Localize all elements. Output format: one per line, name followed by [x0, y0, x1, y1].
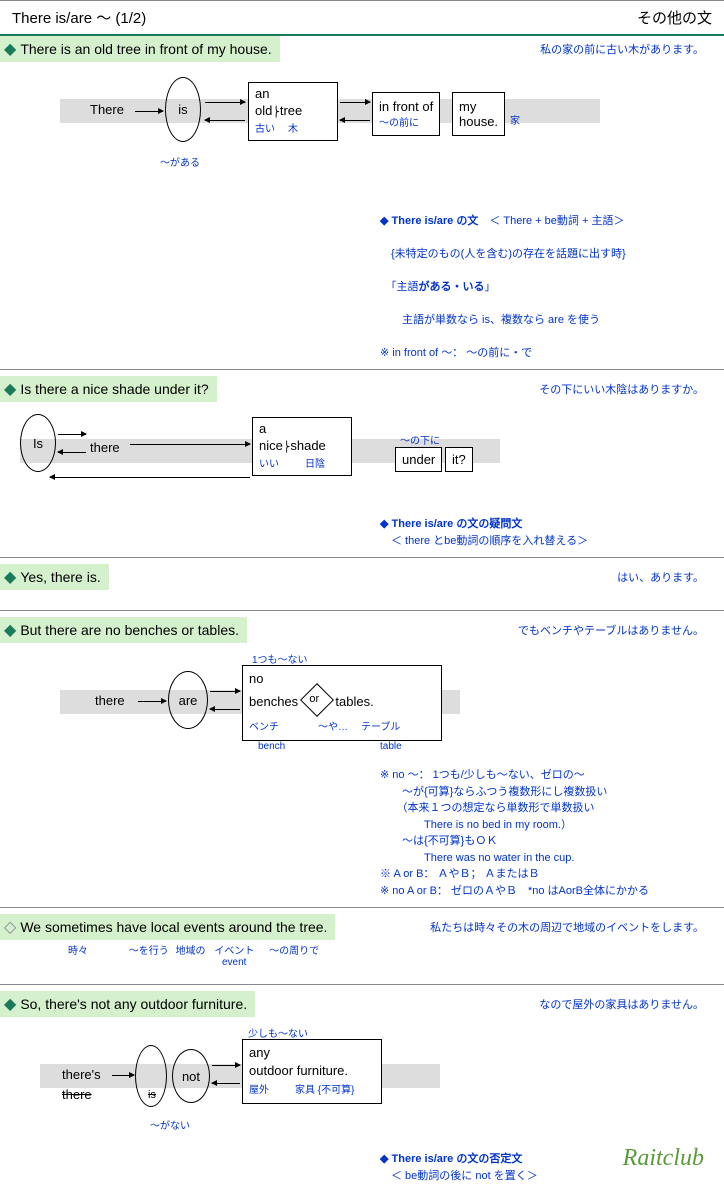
benches-box: no benches or tables. ベンチ ～や… テーブル [242, 665, 442, 741]
diamond-icon: ◆ [4, 994, 16, 1014]
section-6: ◆ So, there's not any outdoor furniture.… [0, 991, 724, 1184]
page-header: There is/are ～ (1/2) その他の文 [0, 0, 724, 36]
section-1: ◆ There is an old tree in front of my ho… [0, 36, 724, 361]
are-ellipse: are [168, 671, 208, 729]
section-5: ◇ We sometimes have local events around … [0, 914, 724, 976]
section-2: ◆ Is there a nice shade under it? その下にいい… [0, 376, 724, 549]
section-4: ◆ But there are no benches or tables. でも… [0, 617, 724, 899]
title-5: ◇ We sometimes have local events around … [0, 914, 335, 940]
shade-box: a nice⎬shade いい 日陰 [252, 417, 352, 476]
jp-translation-4: でもベンチやテーブルはありません。 [518, 622, 724, 638]
jp-translation-1: 私の家の前に古い木があります。 [540, 41, 724, 57]
title-1: ◆ There is an old tree in front of my ho… [0, 36, 280, 62]
jp-translation-5: 私たちは時々その木の周辺で地域のイベントをします。 [430, 919, 724, 935]
under-box: under [395, 447, 442, 472]
title-6: ◆ So, there's not any outdoor furniture. [0, 991, 255, 1017]
not-ellipse: not [172, 1049, 210, 1103]
word-there-4: there [95, 693, 125, 708]
word-there-2: there [90, 440, 120, 455]
notes-2: ◆ There is/are の文の疑問文 ＜ there とbe動詞の順序を入… [0, 516, 724, 549]
section-3: ◆ Yes, there is. はい、あります。 [0, 564, 724, 590]
diamond-outline-icon: ◇ [4, 917, 16, 937]
house-box: my house. [452, 92, 505, 136]
notes-4: ※ no ～： 1つも/少しも～ない、ゼロの～ ～が{可算}ならふつう複数形にし… [0, 767, 724, 899]
word-there: There [90, 102, 124, 117]
diamond-icon: ◆ [4, 620, 16, 640]
diamond-icon: ◆ [4, 379, 16, 399]
diamond-icon: ◆ [4, 39, 16, 59]
diamond-icon: ◆ [4, 567, 16, 587]
tree-box: an old⎬tree 古い 木 [248, 82, 338, 141]
jp-translation-2: その下にいい木陰はありますか。 [539, 381, 724, 397]
infront-box: in front of ～の前に [372, 92, 440, 136]
header-right: その他の文 [637, 7, 712, 28]
header-left: There is/are ～ (1/2) [12, 7, 146, 28]
notes-1: ◆ There is/are の文 ＜ There + be動詞 + 主語＞ {… [0, 196, 724, 361]
word-theres: there's [62, 1067, 101, 1082]
jp-translation-3: はい、あります。 [617, 569, 724, 585]
is-ellipse: is [165, 77, 201, 142]
jp-translation-6: なので屋外の家具はありません。 [539, 996, 724, 1012]
title-2: ◆ Is there a nice shade under it? [0, 376, 217, 402]
notes-6: ◆ There is/are の文の否定文 ＜ be動詞の後に not を置く＞ [0, 1151, 724, 1184]
is-ellipse-2: Is [20, 414, 56, 472]
it-box: it? [445, 447, 473, 472]
logo: Raitclub [623, 1145, 704, 1172]
furniture-box: any outdoor furniture. 屋外 家具 {不可算} [242, 1039, 382, 1104]
title-3: ◆ Yes, there is. [0, 564, 109, 590]
title-4: ◆ But there are no benches or tables. [0, 617, 247, 643]
